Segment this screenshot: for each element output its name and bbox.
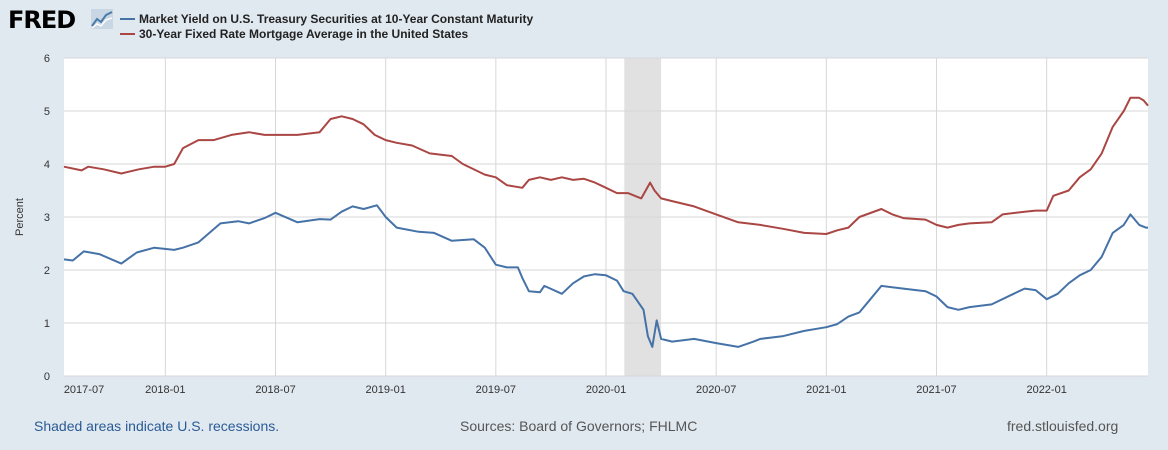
x-tick-label: 2021-07 (916, 384, 956, 396)
legend-swatch-treasury (120, 17, 135, 20)
legend-swatch-mortgage (120, 32, 135, 35)
y-tick-label: 5 (44, 106, 50, 118)
y-tick-label: 2 (44, 265, 50, 277)
legend-label-treasury: Market Yield on U.S. Treasury Securities… (139, 11, 534, 26)
legend-item-mortgage[interactable]: 30-Year Fixed Rate Mortgage Average in t… (120, 26, 533, 41)
y-tick-label: 1 (44, 318, 50, 330)
site-link[interactable]: fred.stlouisfed.org (1007, 418, 1119, 434)
line-chart[interactable]: 0 1 2 3 4 5 6 2017-07 2018-01 2018-07 2019-01 2019-… (0, 48, 1168, 405)
y-tick-label: 3 (44, 212, 50, 224)
recession-note-link[interactable]: Shaded areas indicate U.S. recessions. (34, 418, 280, 434)
y-tick-label: 6 (44, 53, 50, 65)
x-tick-label: 2022-01 (1026, 384, 1066, 396)
y-axis-label: Percent (14, 198, 26, 236)
x-tick-label: 2020-01 (586, 384, 626, 396)
x-tick-label: 2021-01 (806, 384, 846, 396)
y-tick-label: 4 (44, 159, 50, 171)
legend-label-mortgage: 30-Year Fixed Rate Mortgage Average in t… (139, 26, 469, 41)
series-line-treasury (63, 204, 1148, 348)
x-tick-label: 2020-07 (696, 384, 736, 396)
x-tick-label: 2017-07 (64, 384, 104, 396)
x-tick-label: 2018-01 (145, 384, 185, 396)
fred-logo[interactable]: FRED (8, 6, 76, 34)
chart-legend: Market Yield on U.S. Treasury Securities… (120, 11, 533, 41)
y-tick-label: 0 (44, 371, 50, 383)
trend-chart-icon (91, 9, 113, 29)
chart-area: 0 1 2 3 4 5 6 2017-07 2018-01 2018-07 2019-01 2019-… (0, 48, 1168, 405)
x-tick-label: 2018-07 (255, 384, 295, 396)
sources-text: Sources: Board of Governors; FHLMC (460, 418, 698, 434)
x-tick-label: 2019-01 (365, 384, 405, 396)
x-tick-label: 2019-07 (476, 384, 516, 396)
legend-item-treasury[interactable]: Market Yield on U.S. Treasury Securities… (120, 11, 533, 26)
series-line-mortgage (63, 96, 1149, 235)
